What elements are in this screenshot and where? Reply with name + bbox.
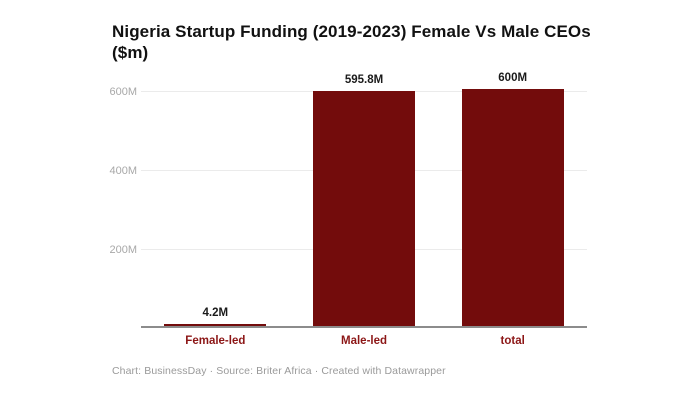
bars-row: 4.2M 595.8M 600M xyxy=(141,72,587,326)
ytick-label-200m: 200M xyxy=(109,244,137,256)
ytick-label-600m: 600M xyxy=(109,86,137,98)
attribution-line: Chart: BusinessDay · Source: Briter Afri… xyxy=(112,365,446,377)
bar-male-led xyxy=(313,91,415,326)
ytick-label-400m: 400M xyxy=(109,165,137,177)
chart-card: Nigeria Startup Funding (2019-2023) Fema… xyxy=(109,21,612,377)
plot-area: 4.2M 595.8M 600M 200M 400M 600M xyxy=(109,72,587,328)
bar-total xyxy=(461,89,564,326)
value-label-male-led: 595.8M xyxy=(344,74,384,86)
value-label-total: 600M xyxy=(498,72,528,84)
category-axis: Female-led Male-led total xyxy=(141,335,587,347)
value-label-female-led: 4.2M xyxy=(202,307,229,319)
category-label-male-led: Male-led xyxy=(341,335,388,347)
chart-title: Nigeria Startup Funding (2019-2023) Fema… xyxy=(112,21,612,63)
bar-slot-female-led: 4.2M xyxy=(141,91,290,326)
bar-chart: 4.2M 595.8M 600M 200M 400M 600M Female-led Ma… xyxy=(109,72,587,347)
chart-title-line1: Nigeria Startup Funding (2019-2023) Fema… xyxy=(112,22,591,41)
bar-female-led xyxy=(164,324,267,326)
bar-slot-male-led: 595.8M xyxy=(290,74,439,326)
category-label-total: total xyxy=(500,335,525,347)
category-label-female-led: Female-led xyxy=(185,335,246,347)
chart-title-line2: ($m) xyxy=(112,43,149,62)
bar-slot-total: 600M xyxy=(438,72,587,326)
